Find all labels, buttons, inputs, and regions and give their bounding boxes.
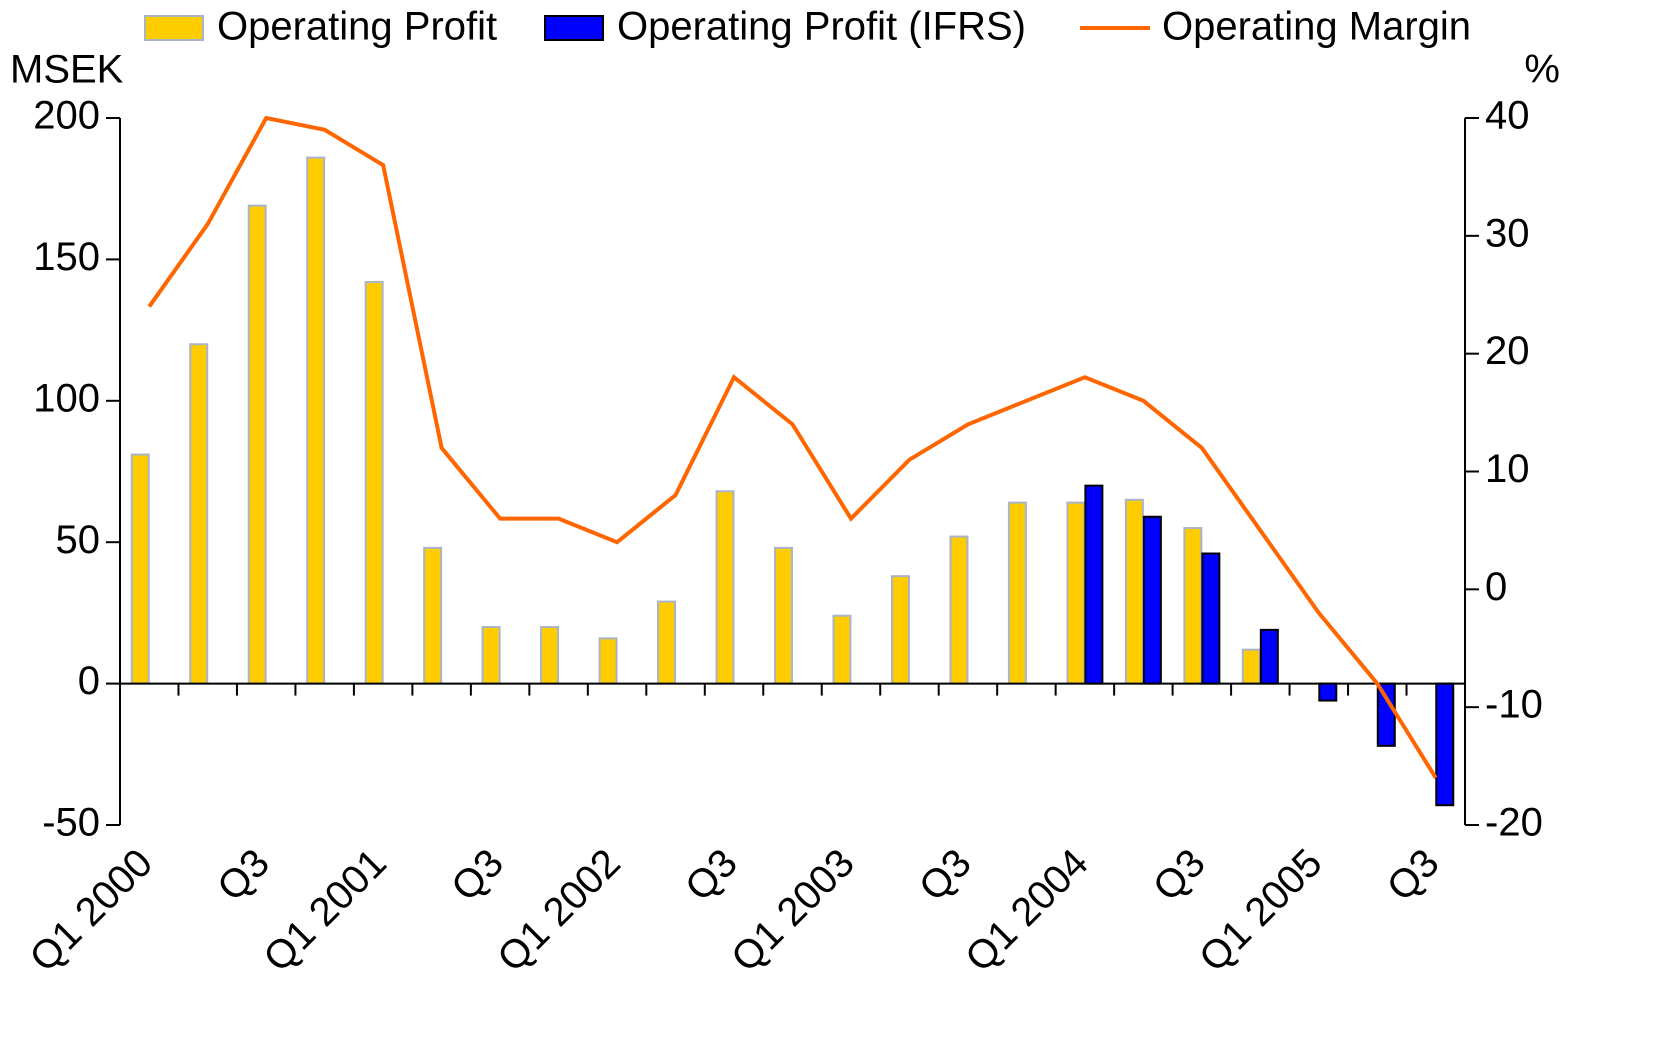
x-tick-label: Q3 xyxy=(677,841,746,910)
bar xyxy=(1183,527,1203,685)
bar xyxy=(423,546,443,685)
bar xyxy=(657,600,677,685)
y2-tick-label: -20 xyxy=(1485,801,1543,845)
x-tick-label: Q1 2002 xyxy=(489,841,629,981)
x-tick-label: Q1 2005 xyxy=(1191,841,1331,981)
bar xyxy=(189,343,209,685)
bar xyxy=(1376,682,1396,747)
y-tick-label: 100 xyxy=(33,376,100,420)
y-tick-label: 0 xyxy=(78,659,100,703)
y-tick-label: 50 xyxy=(56,518,101,562)
bar xyxy=(1318,682,1338,702)
legend-swatch xyxy=(544,15,604,41)
bar xyxy=(890,575,910,685)
bar xyxy=(1007,501,1027,685)
bar xyxy=(1259,628,1279,685)
bar xyxy=(481,626,501,685)
legend-label: Operating Margin xyxy=(1162,5,1471,49)
x-tick-label: Q1 2003 xyxy=(723,841,863,981)
x-tick-label: Q1 2001 xyxy=(255,841,395,981)
bar xyxy=(1066,501,1086,685)
bar xyxy=(540,626,560,685)
legend-label: Operating Profit xyxy=(217,5,497,49)
y2-tick-label: 40 xyxy=(1485,94,1530,138)
bar xyxy=(832,614,852,685)
bar xyxy=(247,204,267,685)
legend-swatch xyxy=(144,15,204,41)
x-tick-label: Q3 xyxy=(209,841,278,910)
y2-tick-label: -10 xyxy=(1485,683,1543,727)
legend-label: Operating Profit (IFRS) xyxy=(617,5,1026,49)
y2-tick-label: 30 xyxy=(1485,211,1530,255)
bar xyxy=(774,546,793,685)
x-tick-label: Q3 xyxy=(911,841,980,910)
x-tick-label: Q3 xyxy=(443,841,512,910)
line xyxy=(147,115,1438,779)
x-tick-label: Q3 xyxy=(1379,841,1448,910)
bar xyxy=(130,453,150,685)
x-tick-label: Q3 xyxy=(1145,841,1214,910)
bar xyxy=(1124,498,1144,685)
y2-axis-title: % xyxy=(1524,48,1560,92)
y-tick-label: 200 xyxy=(33,94,100,138)
x-tick-label: Q1 2000 xyxy=(21,841,161,981)
y-tick-label: -50 xyxy=(42,801,100,845)
bar xyxy=(715,490,735,685)
bar xyxy=(1084,484,1104,685)
bar xyxy=(598,637,618,685)
bar xyxy=(1142,515,1162,685)
bar xyxy=(1435,682,1455,807)
bar xyxy=(1201,552,1221,685)
y2-tick-label: 0 xyxy=(1485,565,1507,609)
bar xyxy=(364,281,384,685)
bar xyxy=(949,535,969,685)
bar xyxy=(306,156,326,685)
y-tick-label: 150 xyxy=(33,235,100,279)
y-axis-title: MSEK xyxy=(10,48,124,92)
y2-tick-label: 20 xyxy=(1485,329,1530,373)
y2-tick-label: 10 xyxy=(1485,447,1530,491)
bar xyxy=(1241,648,1261,685)
x-tick-label: Q1 2004 xyxy=(957,841,1097,981)
